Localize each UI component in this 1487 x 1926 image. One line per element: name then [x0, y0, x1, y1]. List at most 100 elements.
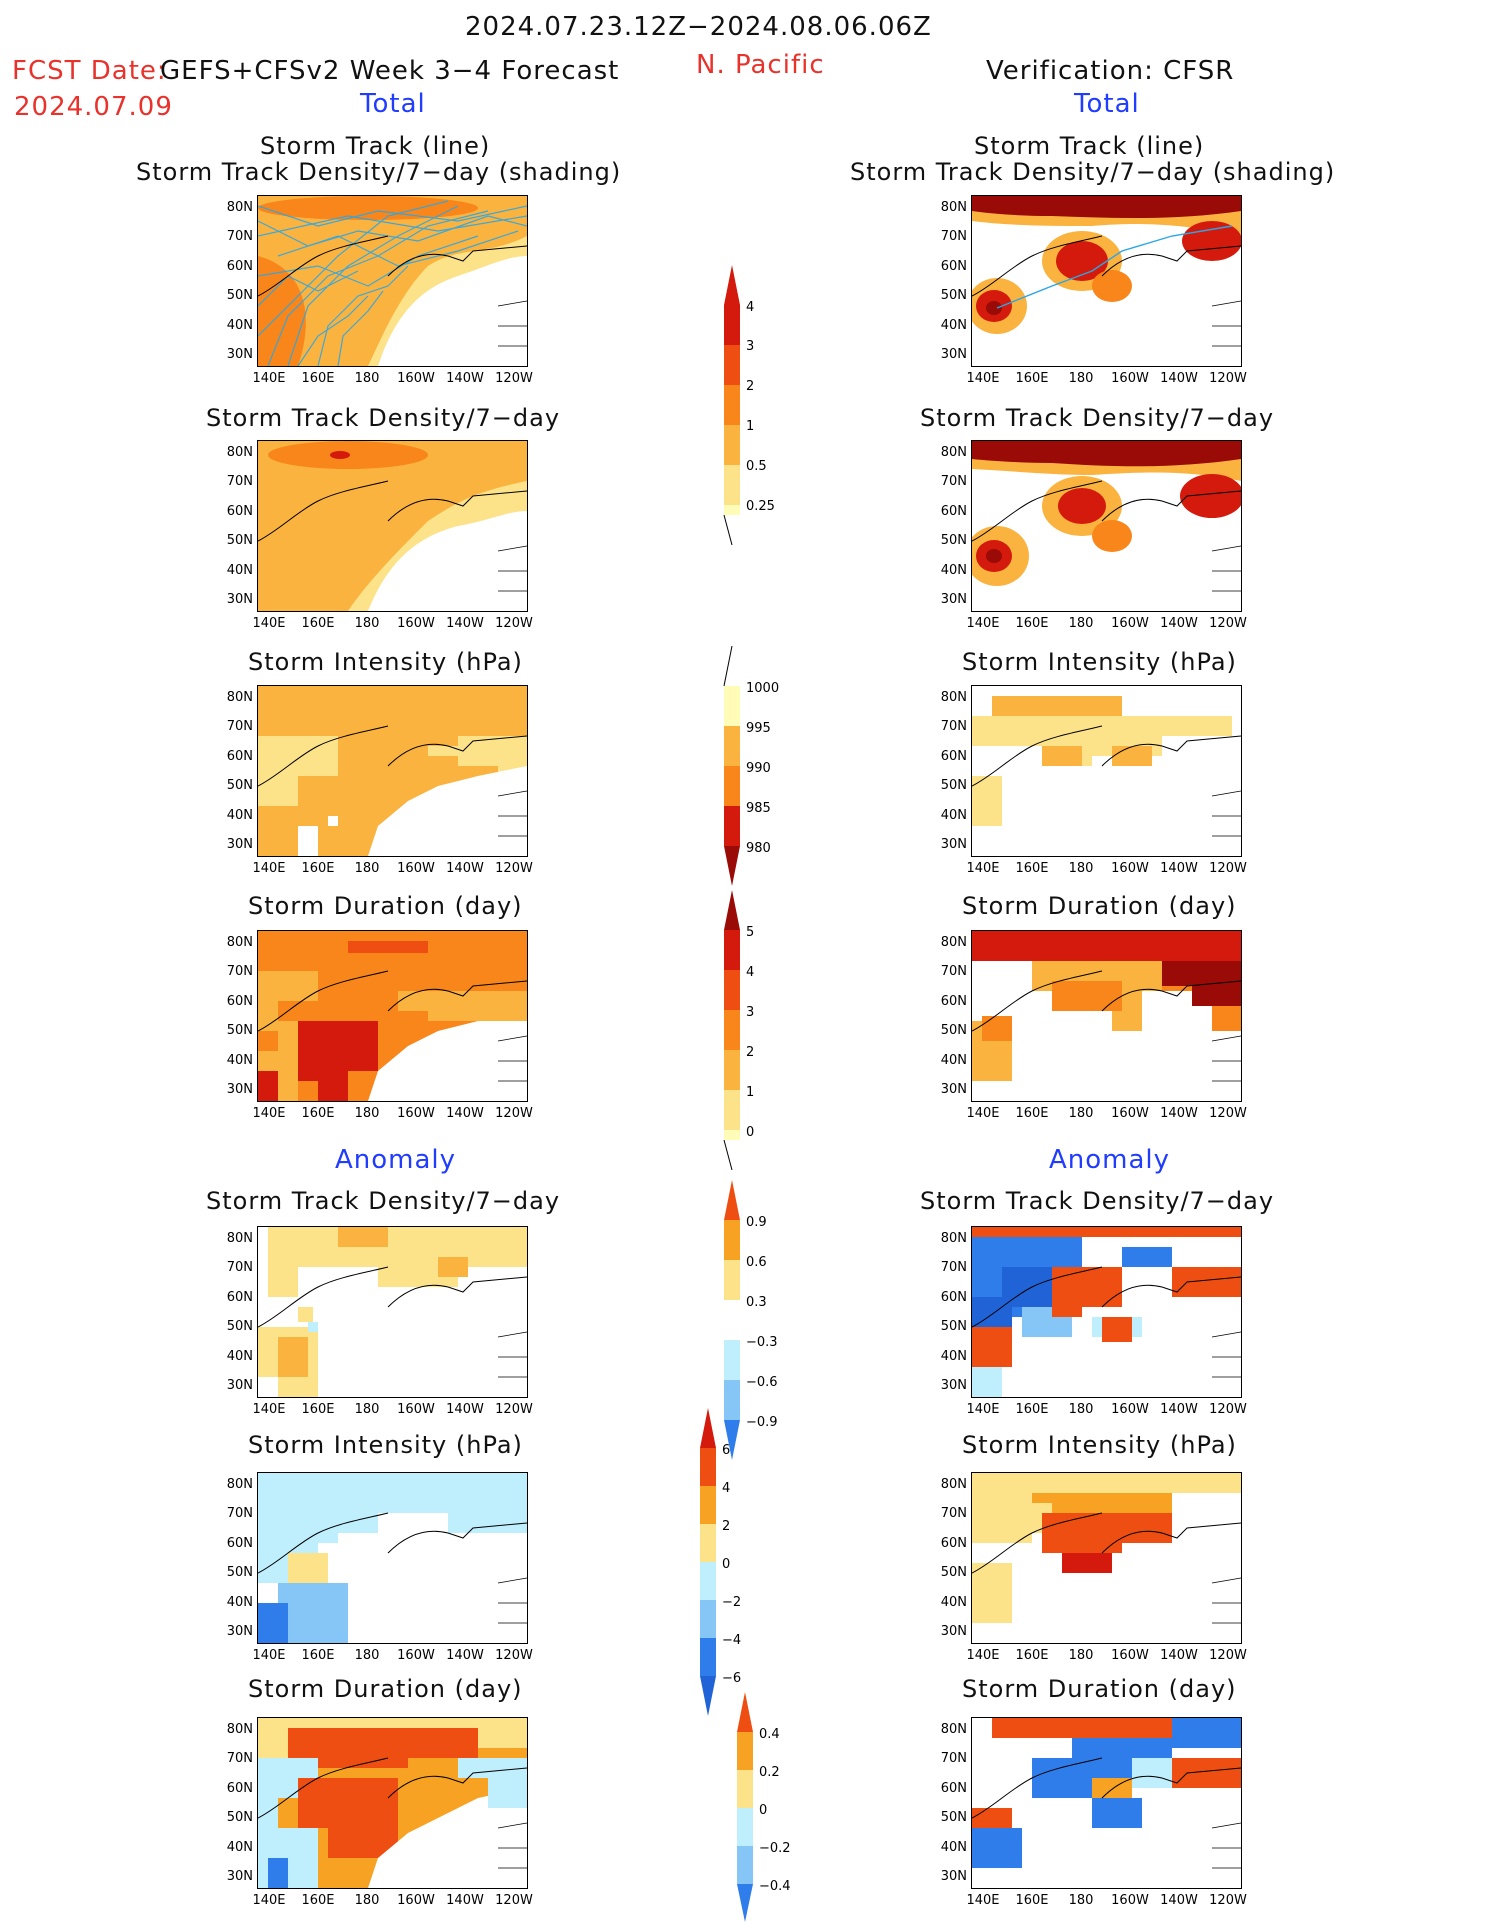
lon-label: 140E: [966, 371, 1000, 386]
lat-label: 40N: [226, 1840, 253, 1855]
cb-label: −4: [722, 1633, 742, 1648]
lat-label: 60N: [226, 1781, 253, 1796]
lon-label: 180: [1068, 1893, 1094, 1908]
lon-label: 180: [354, 1648, 380, 1663]
map-panel: [257, 930, 528, 1102]
lat-label: 80N: [226, 690, 253, 705]
lon-label: 140E: [966, 616, 1000, 631]
lat-label: 50N: [226, 533, 253, 548]
lat-label: 50N: [226, 1319, 253, 1334]
total-left-label: Total: [360, 89, 426, 119]
lat-label: 40N: [940, 808, 967, 823]
lon-label: 140E: [252, 1893, 286, 1908]
lon-label: 160E: [301, 371, 335, 386]
lon-label: 160W: [397, 1893, 435, 1908]
lat-label: 50N: [940, 1565, 967, 1580]
map-fill: [258, 1227, 527, 1397]
lat-label: 30N: [226, 347, 253, 362]
map-fill: [972, 441, 1241, 611]
lat-label: 70N: [226, 1506, 253, 1521]
panel-title: Storm Track (line): [260, 132, 491, 160]
cb-label: 1: [746, 1085, 755, 1100]
lat-label: 80N: [940, 690, 967, 705]
panel-title: Storm Track Density/7−day: [920, 1187, 1275, 1215]
lon-label: 160W: [397, 1648, 435, 1663]
lat-label: 80N: [226, 445, 253, 460]
lon-label: 160E: [301, 616, 335, 631]
colorbar-duration-anomaly-svg: [737, 1692, 753, 1922]
lon-label: 160E: [301, 1106, 335, 1121]
map-panel: [971, 440, 1242, 612]
lat-label: 70N: [226, 719, 253, 734]
lat-label: 70N: [226, 1751, 253, 1766]
map-panel: [971, 1226, 1242, 1398]
lon-label: 160W: [1111, 616, 1149, 631]
cb-label: 1000: [746, 681, 780, 696]
lon-label: 120W: [495, 616, 533, 631]
map-fill: [258, 196, 527, 366]
lon-label: 140W: [446, 1648, 484, 1663]
lon-label: 140E: [966, 1648, 1000, 1663]
lat-label: 30N: [940, 1378, 967, 1393]
map-panel: [257, 1472, 528, 1644]
lon-label: 140W: [1160, 861, 1198, 876]
panel-title: Storm Track Density/7−day: [206, 404, 561, 432]
lat-label: 50N: [226, 1565, 253, 1580]
cb-label: 5: [746, 925, 755, 940]
cb-label: 0.2: [759, 1765, 780, 1780]
lat-label: 40N: [940, 1595, 967, 1610]
lat-label: 50N: [940, 1319, 967, 1334]
lat-label: 50N: [226, 288, 253, 303]
panel-title: Storm Track Density/7−day: [920, 404, 1275, 432]
lon-label: 180: [1068, 1402, 1094, 1417]
lon-label: 160W: [1111, 1106, 1149, 1121]
date-range: 2024.07.23.12Z−2024.08.06.06Z: [465, 12, 932, 42]
cb-label: 0.4: [759, 1727, 780, 1742]
lat-label: 60N: [226, 259, 253, 274]
lon-label: 160W: [397, 616, 435, 631]
lat-label: 30N: [940, 1624, 967, 1639]
lon-label: 180: [354, 1402, 380, 1417]
lat-label: 80N: [226, 1231, 253, 1246]
anomaly-left-label: Anomaly: [335, 1145, 457, 1175]
cb-label: 985: [746, 801, 771, 816]
lon-label: 140E: [252, 861, 286, 876]
cb-label: 0: [759, 1803, 768, 1818]
lon-label: 140E: [252, 1648, 286, 1663]
lon-label: 160E: [301, 1893, 335, 1908]
lon-label: 140W: [446, 371, 484, 386]
lon-label: 160W: [1111, 1893, 1149, 1908]
map-fill: [258, 1473, 527, 1643]
map-panel: [971, 930, 1242, 1102]
lon-label: 160W: [1111, 1648, 1149, 1663]
fcst-date: 2024.07.09: [14, 92, 173, 122]
map-panel: [257, 685, 528, 857]
lat-label: 40N: [940, 1349, 967, 1364]
lat-label: 30N: [226, 1869, 253, 1884]
cb-label: −6: [722, 1671, 742, 1686]
lat-label: 80N: [940, 445, 967, 460]
lon-label: 140W: [1160, 1648, 1198, 1663]
lat-label: 50N: [226, 1023, 253, 1038]
map-fill: [972, 196, 1241, 366]
map-panel: [971, 195, 1242, 367]
lat-label: 40N: [226, 318, 253, 333]
lat-label: 50N: [940, 778, 967, 793]
lat-label: 30N: [226, 1378, 253, 1393]
lon-label: 160W: [1111, 371, 1149, 386]
lon-label: 140E: [966, 1893, 1000, 1908]
lon-label: 120W: [495, 1402, 533, 1417]
panel-title: Storm Duration (day): [962, 1675, 1237, 1703]
lon-label: 120W: [1209, 861, 1247, 876]
colorbar-duration-anomaly: 0.4 0.2 0 −0.2 −0.4: [735, 1692, 791, 1926]
map-panel: [257, 195, 528, 367]
panel-title: Storm Intensity (hPa): [248, 648, 523, 676]
lon-label: 140W: [1160, 616, 1198, 631]
lat-label: 70N: [940, 719, 967, 734]
cb-label: 4: [746, 965, 755, 980]
region-title: N. Pacific: [696, 50, 825, 80]
colorbar-density-anomaly: 0.9 0.6 0.3 −0.3 −0.6 −0.9: [722, 1180, 778, 1464]
lon-label: 120W: [1209, 1402, 1247, 1417]
map-panel: [257, 1226, 528, 1398]
lon-label: 140E: [966, 861, 1000, 876]
